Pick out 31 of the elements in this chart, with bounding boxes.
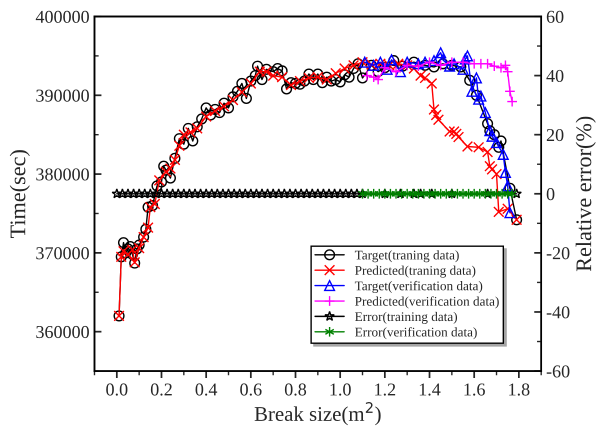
- y2-axis-title: Relative error(%): [576, 116, 596, 272]
- x-axis-title: Break size(m$^{2}$): [254, 402, 381, 426]
- y-tick-label: 370000: [36, 247, 89, 260]
- y-tick-label: 380000: [36, 168, 89, 181]
- y2-tick-label: 60: [546, 10, 564, 23]
- y-tick-label: 390000: [36, 90, 89, 102]
- legend-label: Predicted(verification data): [355, 296, 499, 308]
- legend-label: Target(traning data): [354, 250, 459, 262]
- y2-tick-label: -20: [546, 247, 570, 260]
- x-tick-label: 1.4: [420, 383, 441, 396]
- y-axis-title: Time(sec): [10, 150, 30, 238]
- x-tick-label: 1.6: [464, 383, 485, 396]
- y2-tick-label: -60: [546, 365, 570, 378]
- y2-tick-label: 20: [546, 128, 564, 142]
- x-tick-label: 0.6: [240, 383, 262, 396]
- y2-tick-label: 0: [546, 188, 554, 200]
- x-tick-label: 1.2: [375, 383, 396, 396]
- x-tick-label: 0.8: [284, 383, 306, 396]
- legend-label: Error(verification data): [355, 327, 477, 340]
- x-tick-label: 1.8: [509, 383, 530, 396]
- legend-label: Error(training data): [355, 312, 458, 324]
- legend-label: Target(verification data): [354, 280, 482, 294]
- y-tick-label: 400000: [36, 10, 89, 23]
- y2-tick-label: -40: [546, 306, 570, 318]
- legend-label: Predicted(traning data): [355, 266, 476, 278]
- y-tick-label: 360000: [36, 326, 89, 338]
- x-tick-label: 0.0: [106, 383, 128, 396]
- x-tick-label: 0.2: [150, 383, 172, 396]
- x-tick-label: 1.0: [330, 383, 351, 396]
- x-tick-label: 0.4: [196, 383, 218, 396]
- y2-tick-label: 40: [546, 70, 564, 82]
